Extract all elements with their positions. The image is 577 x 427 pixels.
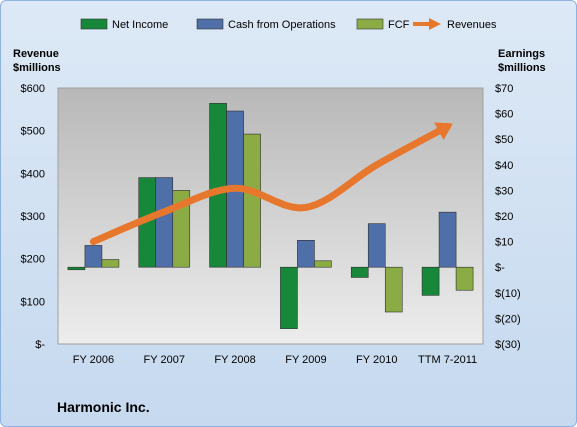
legend-revenues-arrowhead: [429, 18, 441, 30]
x-tick-label: FY 2009: [285, 354, 326, 366]
right-tick-label: $50: [495, 134, 513, 146]
company-name: Harmonic Inc.: [57, 399, 150, 415]
left-tick-label: $300: [21, 211, 45, 223]
left-tick-label: $100: [21, 296, 45, 308]
revenues-point: [376, 164, 378, 166]
bar-net-income: [421, 266, 440, 296]
bar-net-income: [67, 266, 86, 271]
left-tick-label: $-: [35, 339, 45, 351]
right-axis-title: Earnings: [498, 48, 545, 60]
legend-cash-from-operations-label: Cash from Operations: [228, 19, 336, 31]
left-tick-label: $200: [21, 254, 45, 266]
revenues-line: [89, 122, 452, 246]
bar-net-income: [350, 266, 369, 278]
bar-cash-from-operations: [84, 245, 103, 268]
bar-cash-from-operations: [438, 211, 457, 268]
left-tick-label: $400: [21, 168, 45, 180]
right-tick-label: $60: [495, 109, 513, 121]
right-tick-label: $(30): [495, 339, 521, 351]
bar-cash-from-operations: [155, 177, 174, 268]
x-tick-label: FY 2007: [144, 354, 185, 366]
left-tick-label: $600: [21, 83, 45, 95]
bar-fcf: [384, 266, 403, 313]
bar-net-income: [280, 266, 298, 329]
bar-cash-from-operations: [297, 240, 315, 268]
x-tick-label: FY 2006: [73, 354, 114, 366]
x-tick-label: FY 2008: [214, 354, 255, 366]
right-tick-label: $20: [495, 211, 513, 223]
legend-fcf-label: FCF: [388, 19, 410, 31]
bar-fcf: [455, 266, 474, 291]
left-tick-label: $500: [21, 126, 45, 138]
right-tick-label: $70: [495, 83, 513, 95]
bar-cash-from-operations: [367, 223, 386, 268]
bar-fcf: [101, 259, 120, 268]
right-tick-label: $-: [495, 262, 505, 274]
revenues-point: [234, 187, 236, 189]
bar-fcf: [243, 133, 261, 268]
legend-revenues-label: Revenues: [447, 19, 497, 31]
right-tick-label: $(10): [495, 288, 521, 300]
right-tick-label: $40: [495, 160, 513, 172]
x-tick-label: FY 2010: [356, 354, 397, 366]
legend-cash-from-operations-swatch: [196, 18, 224, 30]
legend-net-income-swatch: [80, 18, 108, 30]
bar-fcf: [314, 260, 332, 268]
revenues-point: [163, 211, 165, 213]
revenues-arrowhead: [434, 122, 453, 140]
revenues-point: [305, 206, 307, 208]
bar-net-income: [209, 103, 227, 268]
left-axis-title: Revenue: [13, 48, 59, 60]
legend-net-income-label: Net Income: [112, 19, 168, 31]
right-tick-label: $30: [495, 185, 513, 197]
revenues-point: [92, 241, 94, 243]
right-tick-label: $(20): [495, 313, 521, 325]
x-tick-label: TTM 7-2011: [418, 354, 477, 366]
legend-fcf-swatch: [356, 18, 384, 30]
left-axis-unit: $millions: [13, 62, 61, 74]
right-tick-label: $10: [495, 237, 513, 249]
right-axis-unit: $millions: [498, 62, 546, 74]
plot-area: [57, 87, 484, 345]
